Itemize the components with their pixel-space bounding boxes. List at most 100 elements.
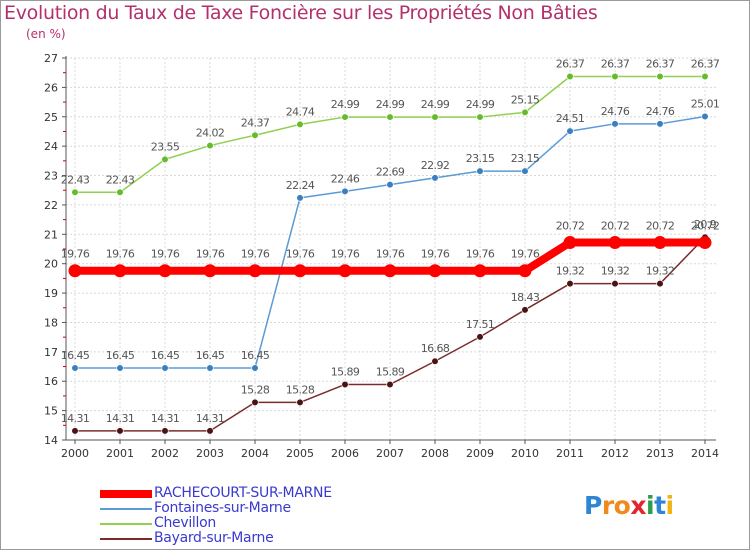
legend-label-bayard: Bayard-sur-Marne: [154, 530, 274, 546]
proxiti-logo: Proxiti: [584, 491, 674, 520]
data-point-fontaines-sur-marne: [71, 364, 79, 372]
data-point-rachecourt-sur-marne: [698, 236, 712, 250]
data-point-rachecourt-sur-marne: [383, 264, 397, 278]
data-point-fontaines-sur-marne: [206, 364, 214, 372]
logo-letter: o: [613, 491, 631, 520]
y-tick-label: 16: [44, 375, 58, 388]
plot-area: [66, 58, 716, 440]
data-point-bayard-sur-marne: [386, 380, 394, 389]
data-point-bayard-sur-marne: [116, 427, 124, 435]
data-point-chevillon: [476, 113, 484, 121]
data-point-fontaines-sur-marne: [476, 167, 484, 175]
data-point-bayard-sur-marne: [476, 333, 484, 341]
data-point-bayard-sur-marne: [251, 398, 259, 406]
y-tick-label: 20: [44, 258, 58, 271]
data-label-chevillon: 22.43: [106, 173, 135, 186]
x-tick-label: 2004: [241, 447, 269, 460]
chart-subtitle: (en %): [26, 27, 66, 41]
x-tick-label: 2008: [421, 447, 449, 460]
data-point-chevillon: [611, 72, 619, 81]
data-label-bayard-sur-marne: 14.31: [151, 412, 180, 425]
data-label-rachecourt-sur-marne: 19.76: [331, 248, 360, 261]
data-label-bayard-sur-marne: 19.32: [646, 265, 675, 278]
data-label-rachecourt-sur-marne: 19.76: [376, 248, 405, 261]
data-label-rachecourt-sur-marne: 20.72: [691, 220, 720, 233]
data-point-chevillon: [701, 72, 709, 81]
data-label-fontaines-sur-marne: 16.45: [151, 349, 180, 362]
data-label-rachecourt-sur-marne: 20.72: [601, 220, 630, 233]
data-point-fontaines-sur-marne: [341, 187, 349, 196]
y-tick-label: 23: [44, 170, 58, 183]
logo-letter: r: [601, 491, 614, 520]
data-label-rachecourt-sur-marne: 20.72: [646, 220, 675, 233]
y-tick-label: 24: [44, 140, 58, 153]
y-tick-label: 25: [44, 111, 58, 124]
data-label-chevillon: 26.37: [646, 58, 675, 71]
y-tick-label: 18: [44, 316, 58, 329]
data-point-fontaines-sur-marne: [116, 364, 124, 372]
data-label-rachecourt-sur-marne: 19.76: [511, 248, 540, 261]
y-tick-label: 22: [44, 199, 58, 212]
data-label-chevillon: 25.15: [511, 93, 540, 106]
data-label-rachecourt-sur-marne: 19.76: [106, 248, 135, 261]
x-tick-label: 2014: [691, 447, 719, 460]
data-label-chevillon: 24.99: [331, 98, 360, 111]
data-point-rachecourt-sur-marne: [68, 264, 82, 278]
data-label-fontaines-sur-marne: 23.15: [466, 152, 495, 165]
data-point-fontaines-sur-marne: [566, 127, 574, 135]
data-point-chevillon: [341, 113, 349, 121]
data-point-rachecourt-sur-marne: [563, 236, 577, 250]
data-point-bayard-sur-marne: [206, 427, 214, 435]
data-label-rachecourt-sur-marne: 19.76: [61, 248, 90, 261]
data-point-rachecourt-sur-marne: [653, 236, 667, 250]
x-tick-label: 2013: [646, 447, 674, 460]
data-point-fontaines-sur-marne: [431, 174, 439, 182]
data-label-rachecourt-sur-marne: 19.76: [466, 248, 495, 261]
data-point-fontaines-sur-marne: [701, 112, 709, 121]
x-tick-label: 2007: [376, 447, 404, 460]
y-tick-label: 14: [44, 434, 58, 447]
data-label-bayard-sur-marne: 20.9: [694, 218, 717, 231]
legend-swatch-chevillon: [100, 523, 152, 525]
data-point-rachecourt-sur-marne: [158, 264, 172, 278]
data-point-rachecourt-sur-marne: [248, 264, 262, 278]
data-label-chevillon: 24.74: [286, 105, 315, 118]
y-tick-label: 17: [44, 346, 58, 359]
data-point-fontaines-sur-marne: [251, 364, 259, 372]
data-label-fontaines-sur-marne: 25.01: [691, 97, 720, 110]
data-label-bayard-sur-marne: 14.31: [196, 412, 225, 425]
logo-letter: x: [630, 491, 646, 520]
y-tick-label: 21: [44, 228, 58, 241]
data-label-bayard-sur-marne: 18.43: [511, 291, 540, 304]
data-point-fontaines-sur-marne: [656, 120, 664, 128]
data-point-chevillon: [161, 155, 169, 163]
x-tick-label: 2011: [556, 447, 584, 460]
data-point-chevillon: [116, 188, 124, 196]
data-point-rachecourt-sur-marne: [113, 264, 127, 278]
x-tick-label: 2001: [106, 447, 134, 460]
data-label-fontaines-sur-marne: 22.92: [421, 159, 450, 172]
data-point-chevillon: [566, 72, 574, 81]
data-label-bayard-sur-marne: 19.32: [556, 265, 585, 278]
data-label-chevillon: 24.99: [421, 98, 450, 111]
data-label-fontaines-sur-marne: 24.76: [646, 105, 675, 118]
data-point-fontaines-sur-marne: [161, 364, 169, 372]
data-label-fontaines-sur-marne: 16.45: [106, 349, 135, 362]
legend-label-rachecourt: RACHECOURT-SUR-MARNE: [154, 485, 332, 501]
data-label-rachecourt-sur-marne: 19.76: [196, 248, 225, 261]
data-label-chevillon: 22.43: [61, 173, 90, 186]
data-label-chevillon: 23.55: [151, 140, 180, 153]
data-point-rachecourt-sur-marne: [518, 264, 532, 278]
data-label-bayard-sur-marne: 16.68: [421, 342, 450, 355]
data-point-fontaines-sur-marne: [296, 194, 304, 202]
x-tick-label: 2012: [601, 447, 629, 460]
data-point-bayard-sur-marne: [521, 306, 529, 314]
data-point-rachecourt-sur-marne: [203, 264, 217, 278]
x-tick-label: 2003: [196, 447, 224, 460]
legend-swatch-bayard: [100, 538, 152, 540]
data-label-chevillon: 26.37: [601, 58, 630, 71]
data-point-chevillon: [296, 120, 304, 129]
data-label-fontaines-sur-marne: 22.46: [331, 172, 360, 185]
data-label-fontaines-sur-marne: 24.76: [601, 105, 630, 118]
data-point-chevillon: [521, 108, 529, 116]
